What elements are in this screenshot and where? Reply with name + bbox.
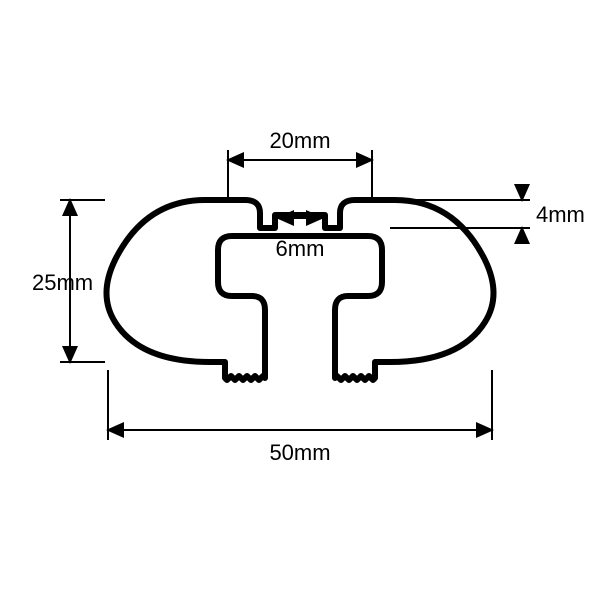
label-lip: 4mm (536, 202, 585, 227)
label-width: 50mm (269, 440, 330, 465)
cross-section-diagram: 25mm 50mm 20mm 6mm 4mm (0, 0, 600, 600)
label-gap: 6mm (276, 236, 325, 261)
dimensions: 25mm 50mm 20mm 6mm 4mm (32, 128, 585, 465)
label-slot: 20mm (269, 128, 330, 153)
label-height: 25mm (32, 270, 93, 295)
